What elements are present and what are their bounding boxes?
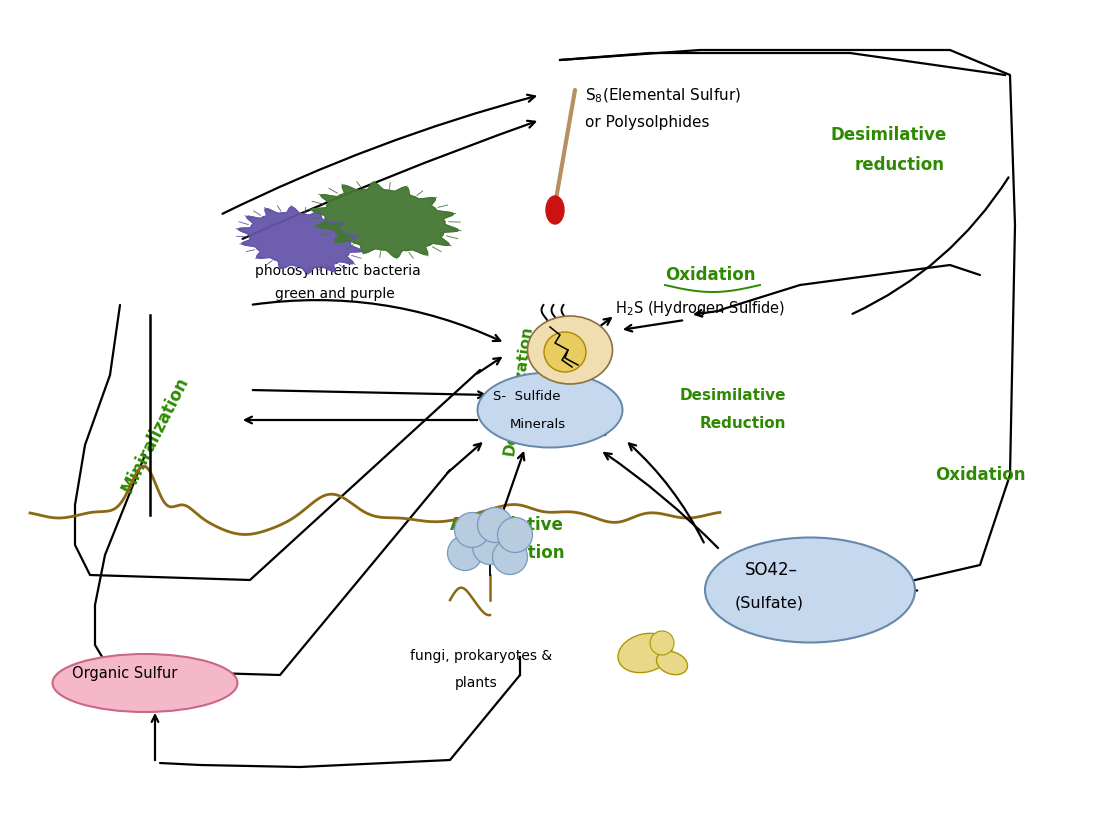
Text: plants: plants: [455, 676, 497, 690]
Text: or Polysolphides: or Polysolphides: [585, 115, 710, 130]
Circle shape: [473, 530, 507, 564]
FancyArrowPatch shape: [253, 300, 500, 341]
FancyArrowPatch shape: [604, 453, 718, 548]
Ellipse shape: [705, 538, 915, 643]
Text: SO42–: SO42–: [745, 561, 798, 579]
Polygon shape: [311, 182, 459, 257]
Circle shape: [477, 507, 513, 543]
Text: S-  Sulfide: S- Sulfide: [493, 390, 561, 403]
FancyArrowPatch shape: [500, 453, 525, 517]
FancyArrowPatch shape: [695, 310, 723, 317]
Text: photosynthetic bacteria: photosynthetic bacteria: [255, 264, 420, 278]
Text: Desimilative: Desimilative: [830, 126, 946, 144]
Text: Reduction: Reduction: [700, 416, 786, 431]
Text: Oxidation: Oxidation: [666, 266, 756, 284]
Ellipse shape: [618, 634, 672, 672]
FancyArrowPatch shape: [629, 444, 704, 543]
Circle shape: [448, 535, 483, 571]
Ellipse shape: [53, 654, 238, 712]
FancyArrowPatch shape: [860, 591, 917, 601]
Text: Minerals: Minerals: [510, 418, 566, 431]
Text: (Sulfate): (Sulfate): [735, 596, 804, 611]
Text: S$_8$(Elemental Sulfur): S$_8$(Elemental Sulfur): [585, 87, 741, 105]
Circle shape: [493, 540, 528, 574]
Text: Oxidation: Oxidation: [935, 466, 1025, 484]
FancyArrowPatch shape: [245, 417, 477, 423]
Text: Assimilative: Assimilative: [450, 516, 564, 534]
Circle shape: [497, 517, 532, 553]
FancyArrowPatch shape: [625, 320, 682, 332]
FancyArrowPatch shape: [852, 177, 1009, 314]
Text: reduction: reduction: [855, 156, 945, 174]
FancyArrowPatch shape: [597, 318, 611, 328]
Text: Reduction: Reduction: [470, 544, 564, 562]
Text: Miniralization: Miniralization: [118, 374, 192, 496]
Ellipse shape: [546, 196, 564, 224]
FancyArrowPatch shape: [477, 358, 500, 374]
Circle shape: [650, 631, 674, 655]
Ellipse shape: [477, 373, 623, 447]
Ellipse shape: [544, 332, 586, 372]
Text: Desulfurization: Desulfurization: [502, 324, 535, 456]
Circle shape: [454, 512, 490, 548]
Text: Desimilative: Desimilative: [680, 388, 786, 403]
Ellipse shape: [528, 316, 613, 384]
Text: fungi, prokaryotes &: fungi, prokaryotes &: [410, 649, 552, 663]
FancyArrowPatch shape: [253, 390, 485, 398]
FancyArrowPatch shape: [222, 95, 535, 214]
FancyArrowPatch shape: [242, 120, 535, 239]
Polygon shape: [239, 207, 362, 273]
Text: Organic Sulfur: Organic Sulfur: [72, 666, 177, 681]
Text: green and purple: green and purple: [275, 287, 395, 301]
Ellipse shape: [657, 651, 688, 675]
Text: H$_2$S (Hydrogen Sulfide): H$_2$S (Hydrogen Sulfide): [615, 299, 785, 318]
FancyArrowPatch shape: [447, 444, 481, 474]
